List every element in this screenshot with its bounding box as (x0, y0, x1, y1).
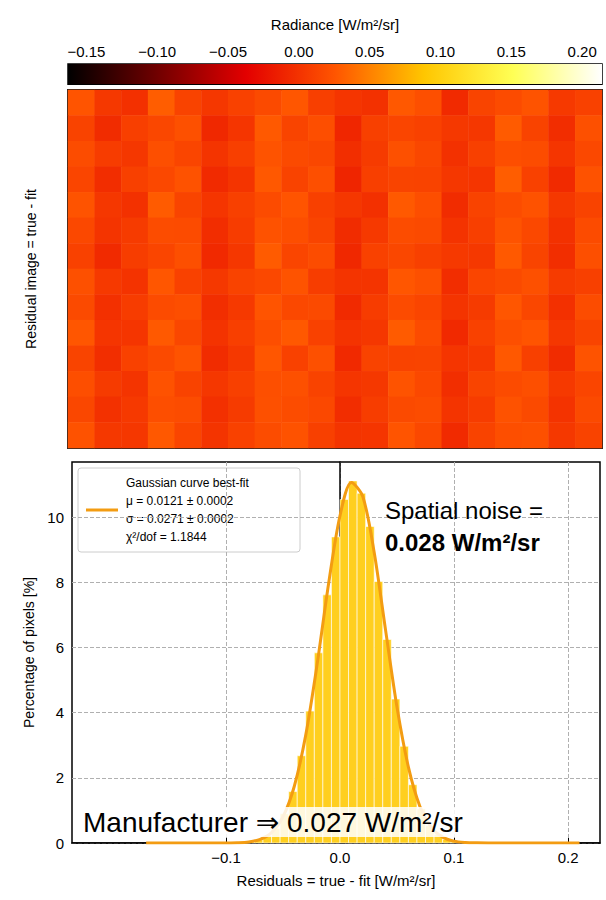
svg-text:Percentage of pixels [%]: Percentage of pixels [%] (21, 577, 37, 728)
svg-text:Manufacturer ⇒ 0.027 W/m²/sr: Manufacturer ⇒ 0.027 W/m²/sr (83, 807, 463, 838)
svg-text:6: 6 (56, 639, 64, 656)
svg-text:σ = 0.0271 ± 0.0002: σ = 0.0271 ± 0.0002 (126, 512, 234, 526)
svg-text:Gaussian curve best-fit: Gaussian curve best-fit (126, 476, 249, 490)
svg-text:−0.15: −0.15 (67, 43, 105, 60)
svg-text:Radiance [W/m²/sr]: Radiance [W/m²/sr] (271, 16, 399, 33)
svg-text:0.15: 0.15 (497, 43, 526, 60)
svg-text:0: 0 (56, 835, 64, 852)
svg-text:0.20: 0.20 (568, 43, 597, 60)
svg-text:μ = 0.0121 ± 0.0002: μ = 0.0121 ± 0.0002 (126, 494, 234, 508)
svg-text:0.00: 0.00 (284, 43, 313, 60)
svg-text:−0.1: −0.1 (211, 849, 241, 866)
svg-text:0.028 W/m²/sr: 0.028 W/m²/sr (385, 529, 540, 556)
svg-text:0.05: 0.05 (355, 43, 384, 60)
svg-text:−0.05: −0.05 (209, 43, 247, 60)
svg-text:0.0: 0.0 (330, 849, 351, 866)
svg-text:Spatial noise =: Spatial noise = (385, 497, 543, 524)
svg-text:0.10: 0.10 (426, 43, 455, 60)
svg-text:χ²/dof = 1.1844: χ²/dof = 1.1844 (126, 530, 207, 544)
svg-text:Residual image = true - fit: Residual image = true - fit (23, 189, 39, 349)
svg-text:−0.10: −0.10 (138, 43, 176, 60)
svg-text:2: 2 (56, 769, 64, 786)
svg-text:0.1: 0.1 (444, 849, 465, 866)
svg-text:10: 10 (47, 509, 64, 526)
svg-text:Residuals = true - fit [W/m²/s: Residuals = true - fit [W/m²/sr] (237, 872, 436, 889)
svg-text:4: 4 (56, 704, 64, 721)
svg-text:8: 8 (56, 574, 64, 591)
svg-text:0.2: 0.2 (558, 849, 579, 866)
